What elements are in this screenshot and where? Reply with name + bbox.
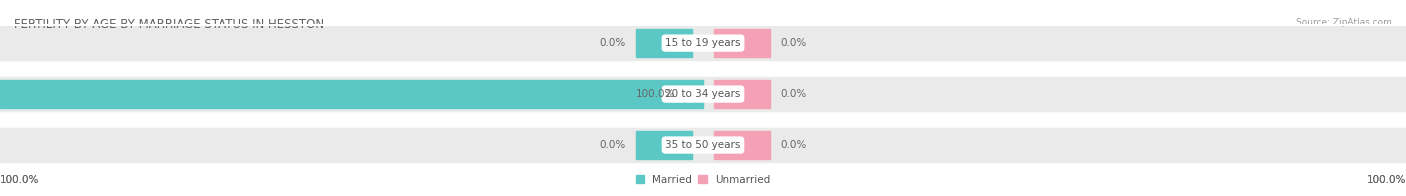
Legend: Married, Unmarried: Married, Unmarried	[631, 171, 775, 189]
Text: 15 to 19 years: 15 to 19 years	[665, 38, 741, 48]
Text: 35 to 50 years: 35 to 50 years	[665, 140, 741, 150]
Text: 100.0%: 100.0%	[0, 175, 39, 185]
Text: 20 to 34 years: 20 to 34 years	[665, 89, 741, 99]
Text: 100.0%: 100.0%	[0, 175, 39, 185]
Text: FERTILITY BY AGE BY MARRIAGE STATUS IN HESSTON: FERTILITY BY AGE BY MARRIAGE STATUS IN H…	[14, 18, 325, 31]
Text: 100.0%: 100.0%	[636, 89, 675, 99]
Text: 0.0%: 0.0%	[780, 38, 807, 48]
Text: 0.0%: 0.0%	[780, 89, 807, 99]
Text: Source: ZipAtlas.com: Source: ZipAtlas.com	[1296, 18, 1392, 27]
Text: 0.0%: 0.0%	[780, 140, 807, 150]
Text: 0.0%: 0.0%	[599, 140, 626, 150]
Text: 100.0%: 100.0%	[1367, 175, 1406, 185]
Text: 0.0%: 0.0%	[599, 38, 626, 48]
Text: 100.0%: 100.0%	[1367, 175, 1406, 185]
